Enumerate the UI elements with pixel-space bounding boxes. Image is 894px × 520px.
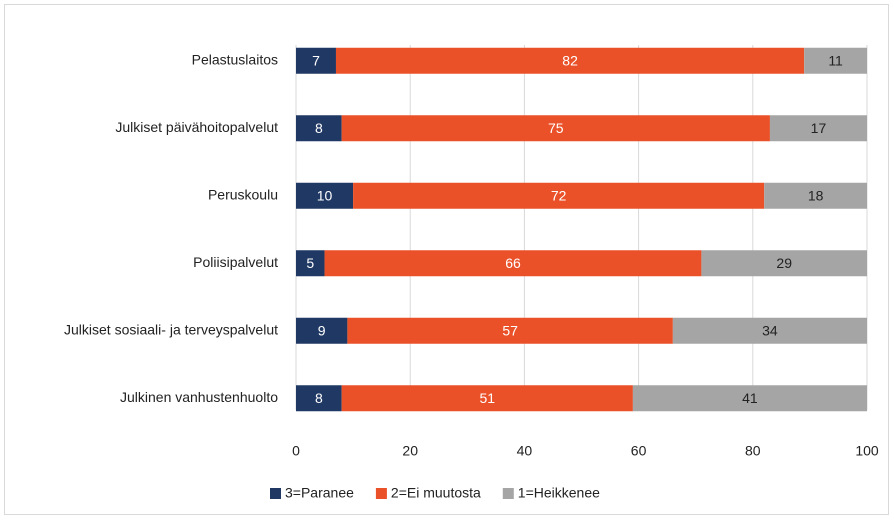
bar-segment [672, 317, 867, 344]
data-label: 17 [811, 120, 827, 136]
x-tick-label: 40 [517, 443, 533, 459]
y-tick-label: Peruskoulu [208, 186, 278, 202]
bar-segment [296, 115, 342, 142]
bar-segment [804, 47, 867, 74]
legend-swatch [502, 488, 514, 499]
data-label: 75 [548, 120, 564, 136]
x-tick-label: 0 [292, 443, 300, 459]
bar-segment [296, 385, 342, 412]
x-tick-label: 60 [631, 443, 647, 459]
data-label: 5 [306, 255, 314, 271]
legend-swatch [270, 488, 281, 499]
bar-segment [296, 182, 354, 209]
legend-label: 1=Heikkenee [518, 485, 600, 501]
data-label: 29 [776, 255, 792, 271]
legend-label: 3=Paranee [285, 485, 354, 501]
y-tick-label: Julkinen vanhustenhuolto [120, 389, 278, 405]
bar-segment [296, 317, 348, 344]
data-label: 7 [312, 52, 320, 68]
bar-segment [296, 47, 336, 74]
legend-label: 2=Ei muutosta [391, 485, 481, 501]
bar-segment [632, 385, 867, 412]
y-tick-label: Poliisipalvelut [193, 254, 278, 270]
y-tick-label: Julkiset päivähoitopalvelut [115, 119, 278, 135]
bar-segment [335, 47, 805, 74]
data-label: 9 [318, 322, 326, 338]
x-tick-label: 100 [855, 443, 879, 459]
data-label: 66 [505, 255, 521, 271]
data-label: 72 [551, 187, 567, 203]
data-label: 8 [315, 120, 323, 136]
bar-segment [764, 182, 867, 209]
y-tick-label: Pelastuslaitos [192, 51, 278, 67]
data-label: 18 [808, 187, 824, 203]
data-label: 10 [317, 187, 333, 203]
x-tick-label: 80 [745, 443, 761, 459]
data-label: 11 [828, 52, 843, 68]
bar-segment [701, 250, 867, 277]
bar-segment [324, 250, 702, 277]
legend-swatch [375, 488, 387, 499]
bar-segment [347, 317, 673, 344]
data-label: 41 [742, 390, 758, 406]
data-label: 8 [315, 390, 323, 406]
x-tick-label: 20 [402, 443, 418, 459]
bar-segment [353, 182, 765, 209]
data-label: 82 [562, 52, 578, 68]
bar-segment [769, 115, 867, 142]
bar-segment [341, 385, 633, 412]
bar-segment [296, 250, 325, 277]
data-label: 51 [479, 390, 495, 406]
data-label: 57 [502, 322, 518, 338]
data-label: 34 [762, 322, 778, 338]
bar-segment [341, 115, 770, 142]
y-tick-label: Julkiset sosiaali- ja terveyspalvelut [64, 321, 278, 337]
